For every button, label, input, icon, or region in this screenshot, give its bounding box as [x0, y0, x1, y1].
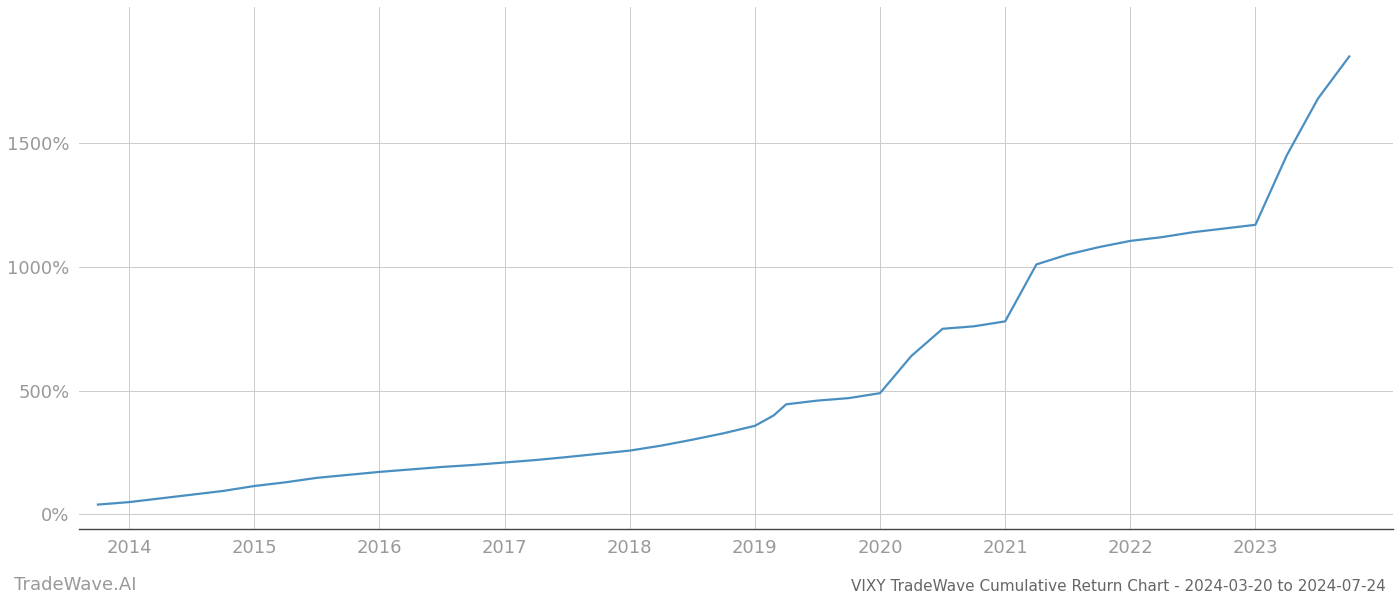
- Text: TradeWave.AI: TradeWave.AI: [14, 576, 137, 594]
- Text: VIXY TradeWave Cumulative Return Chart - 2024-03-20 to 2024-07-24: VIXY TradeWave Cumulative Return Chart -…: [851, 579, 1386, 594]
